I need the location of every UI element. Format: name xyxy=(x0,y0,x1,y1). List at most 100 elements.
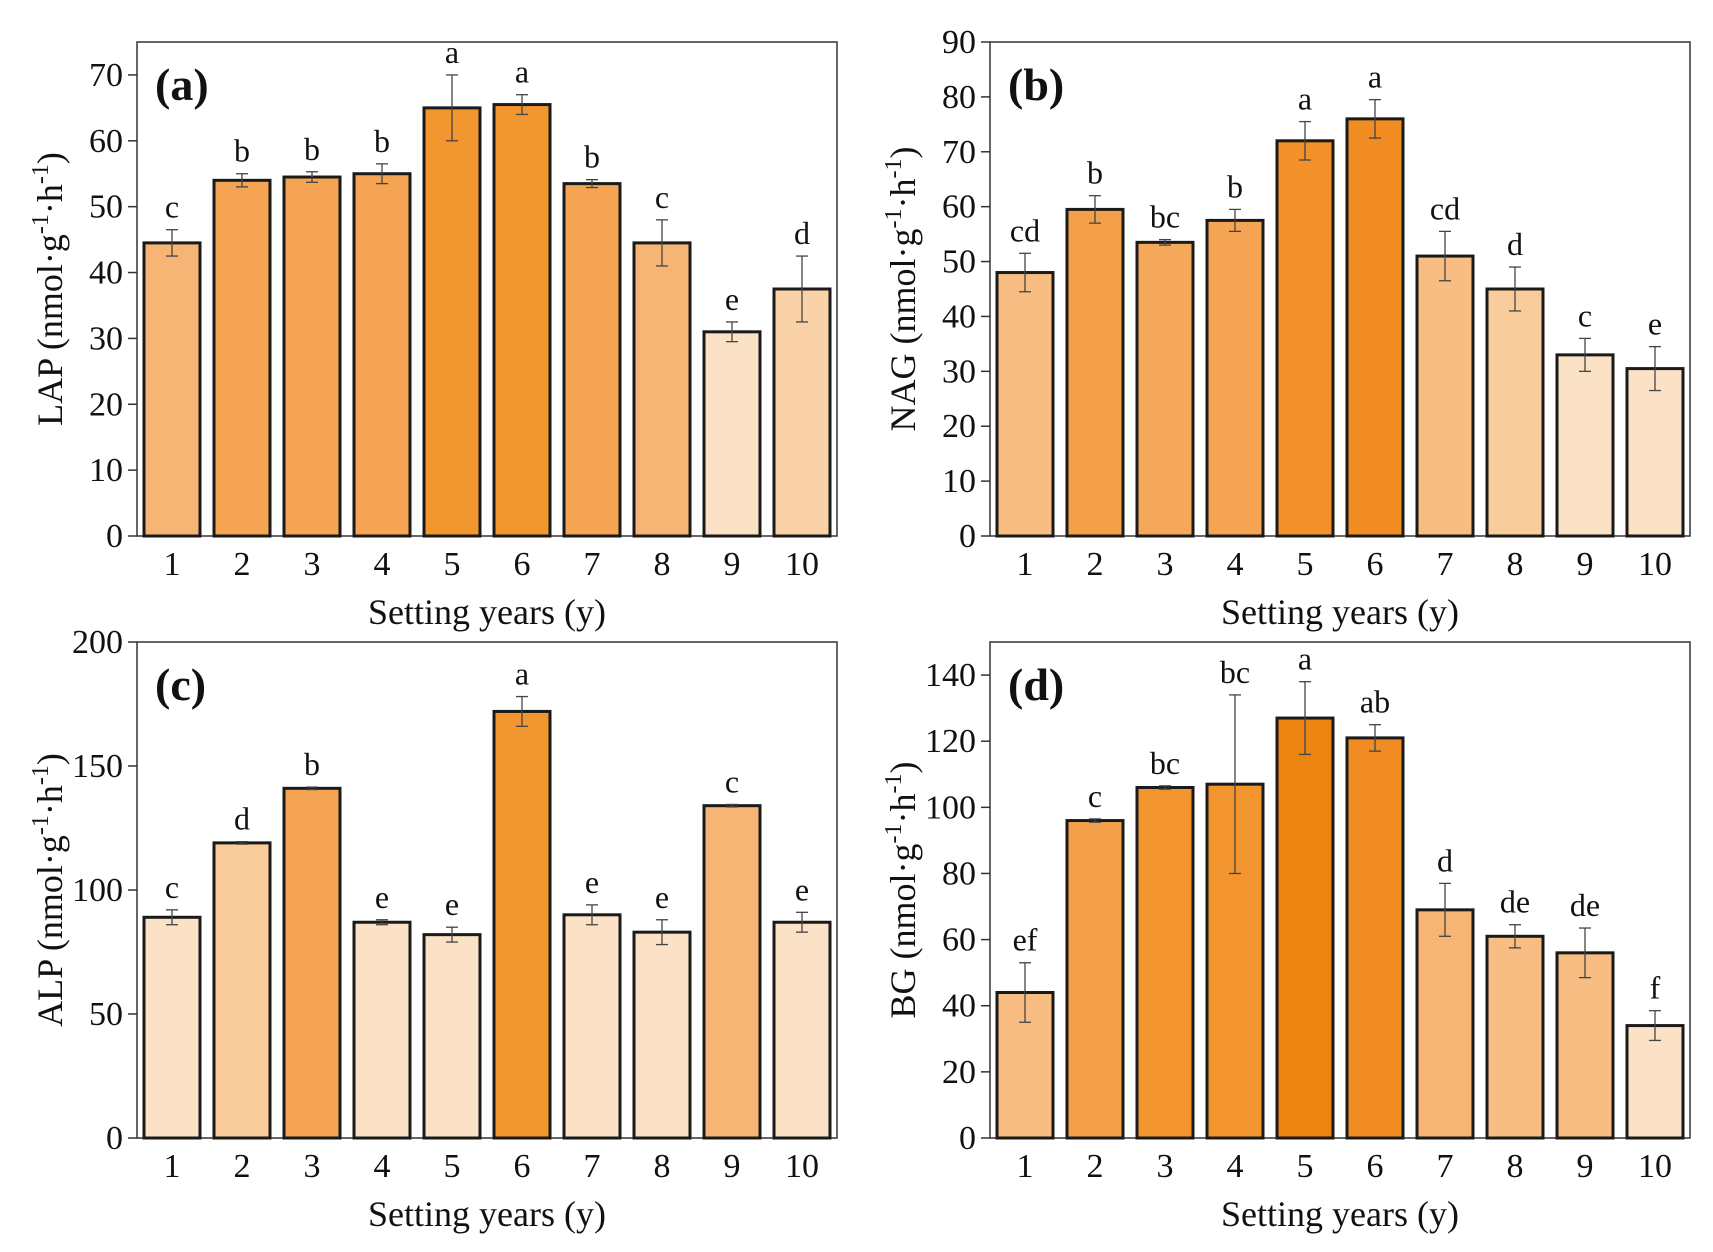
x-tick-label: 1 xyxy=(164,546,181,583)
y-axis-label-text: BG (nmol·g xyxy=(883,844,923,1019)
significance-label: b xyxy=(234,133,250,169)
significance-label: e xyxy=(445,886,459,922)
x-tick-label: 2 xyxy=(234,1148,251,1185)
panel-label: (d) xyxy=(1008,659,1064,710)
x-tick-label: 9 xyxy=(724,1148,741,1185)
y-tick-label: 40 xyxy=(89,255,123,292)
significance-label: c xyxy=(725,763,739,799)
significance-label: cd xyxy=(1010,212,1040,248)
panel-b-nag-chart: 0 10 20 30 40 50 60 70 80 90 cd 1 b 2 bc 3 b 4 a 5 a 6 cd 7 d 8 c 9… xyxy=(881,24,1691,632)
y-axis-label: ALP (nmol·g-1·h-1) xyxy=(28,753,70,1027)
x-axis-label: Setting years (y) xyxy=(1221,1194,1459,1234)
significance-label: e xyxy=(375,879,389,915)
y-axis-label-text: ·h xyxy=(883,179,923,209)
y-tick-label: 20 xyxy=(89,386,123,423)
bar xyxy=(1345,117,1405,538)
significance-label: c xyxy=(1088,778,1102,814)
y-tick-label: 120 xyxy=(925,723,976,760)
significance-label: b xyxy=(1087,155,1103,191)
bar xyxy=(632,241,692,538)
bar xyxy=(212,178,272,538)
plot-frame xyxy=(989,641,1691,1139)
bar xyxy=(1135,240,1195,538)
y-tick-label: 200 xyxy=(72,624,123,661)
panel-c-alp-chart: 0 50 100 150 200 c 1 d 2 b 3 e 4 e 5 a 6 e 7 e 8 c 9 e 10 (c) Sett… xyxy=(28,624,838,1234)
x-tick-label: 10 xyxy=(1638,1148,1672,1185)
x-tick-label: 8 xyxy=(1507,546,1524,583)
x-tick-label: 4 xyxy=(374,1148,391,1185)
bar xyxy=(702,330,762,538)
bar xyxy=(1485,934,1545,1140)
panel-a-lap-chart: 0 10 20 30 40 50 60 70 c 1 b 2 b 3 b 4 a 5 a 6 b 7 c 8 e 9 d 10 (a) S… xyxy=(28,34,838,632)
significance-label: a xyxy=(515,54,529,90)
bar xyxy=(1205,218,1265,538)
x-tick-label: 6 xyxy=(514,1148,531,1185)
x-tick-label: 9 xyxy=(1577,1148,1594,1185)
y-tick-label: 30 xyxy=(89,320,123,357)
x-tick-label: 5 xyxy=(1297,1148,1314,1185)
x-tick-label: 10 xyxy=(785,1148,819,1185)
significance-label: c xyxy=(165,189,179,225)
y-axis-label-text: ·h xyxy=(30,184,70,214)
x-axis-label: Setting years (y) xyxy=(1221,592,1459,632)
significance-label: a xyxy=(515,656,529,692)
significance-label: bc xyxy=(1150,199,1180,235)
y-tick-label: 30 xyxy=(942,353,976,390)
bar xyxy=(142,915,202,1140)
x-tick-label: 2 xyxy=(1087,1148,1104,1185)
y-axis-label-text: ) xyxy=(883,147,923,159)
significance-label: ef xyxy=(1013,922,1038,958)
significance-label: c xyxy=(1578,297,1592,333)
bar xyxy=(562,182,622,538)
bar xyxy=(1415,908,1475,1140)
y-axis-label: BG (nmol·g-1·h-1) xyxy=(881,762,923,1019)
bar xyxy=(702,804,762,1140)
bar xyxy=(632,930,692,1140)
significance-label: bc xyxy=(1150,745,1180,781)
y-axis-label-text: ) xyxy=(883,762,923,774)
bar xyxy=(1625,1024,1685,1140)
x-tick-label: 8 xyxy=(654,1148,671,1185)
y-tick-label: 20 xyxy=(942,408,976,445)
y-tick-label: 80 xyxy=(942,855,976,892)
bar xyxy=(492,709,552,1140)
y-tick-label: 90 xyxy=(942,24,976,61)
x-tick-label: 4 xyxy=(1227,1148,1244,1185)
y-axis-label-text: ) xyxy=(30,753,70,765)
y-axis-label-text: ) xyxy=(30,152,70,164)
y-tick-label: 10 xyxy=(942,463,976,500)
y-tick-label: 0 xyxy=(959,518,976,555)
x-tick-label: 6 xyxy=(1367,1148,1384,1185)
significance-label: bc xyxy=(1220,654,1250,690)
bar xyxy=(772,920,832,1140)
x-tick-label: 1 xyxy=(1017,1148,1034,1185)
y-axis-label-text: NAG (nmol·g xyxy=(883,229,923,432)
y-axis-label-superscript: -1 xyxy=(28,815,54,835)
bar xyxy=(422,933,482,1140)
x-tick-label: 10 xyxy=(1638,546,1672,583)
x-axis-label: Setting years (y) xyxy=(368,1194,606,1234)
x-tick-label: 10 xyxy=(785,546,819,583)
y-tick-label: 50 xyxy=(89,996,123,1033)
x-tick-label: 6 xyxy=(1367,546,1384,583)
significance-label: a xyxy=(1368,59,1382,95)
y-tick-label: 100 xyxy=(925,789,976,826)
bar xyxy=(1485,287,1545,538)
bar xyxy=(142,241,202,538)
y-axis-label-superscript: -1 xyxy=(881,209,907,229)
bar xyxy=(282,175,342,538)
x-tick-label: 3 xyxy=(1157,1148,1174,1185)
x-tick-label: 7 xyxy=(1437,1148,1454,1185)
x-tick-label: 9 xyxy=(1577,546,1594,583)
x-tick-label: 3 xyxy=(304,1148,321,1185)
y-axis-label-superscript: -1 xyxy=(881,774,907,794)
significance-label: c xyxy=(165,869,179,905)
y-tick-label: 0 xyxy=(959,1120,976,1157)
significance-label: e xyxy=(1648,306,1662,342)
x-tick-label: 4 xyxy=(1227,546,1244,583)
x-tick-label: 4 xyxy=(374,546,391,583)
bar xyxy=(1555,353,1615,538)
y-tick-label: 80 xyxy=(942,79,976,116)
significance-label: d xyxy=(234,801,250,837)
bar xyxy=(1345,736,1405,1140)
